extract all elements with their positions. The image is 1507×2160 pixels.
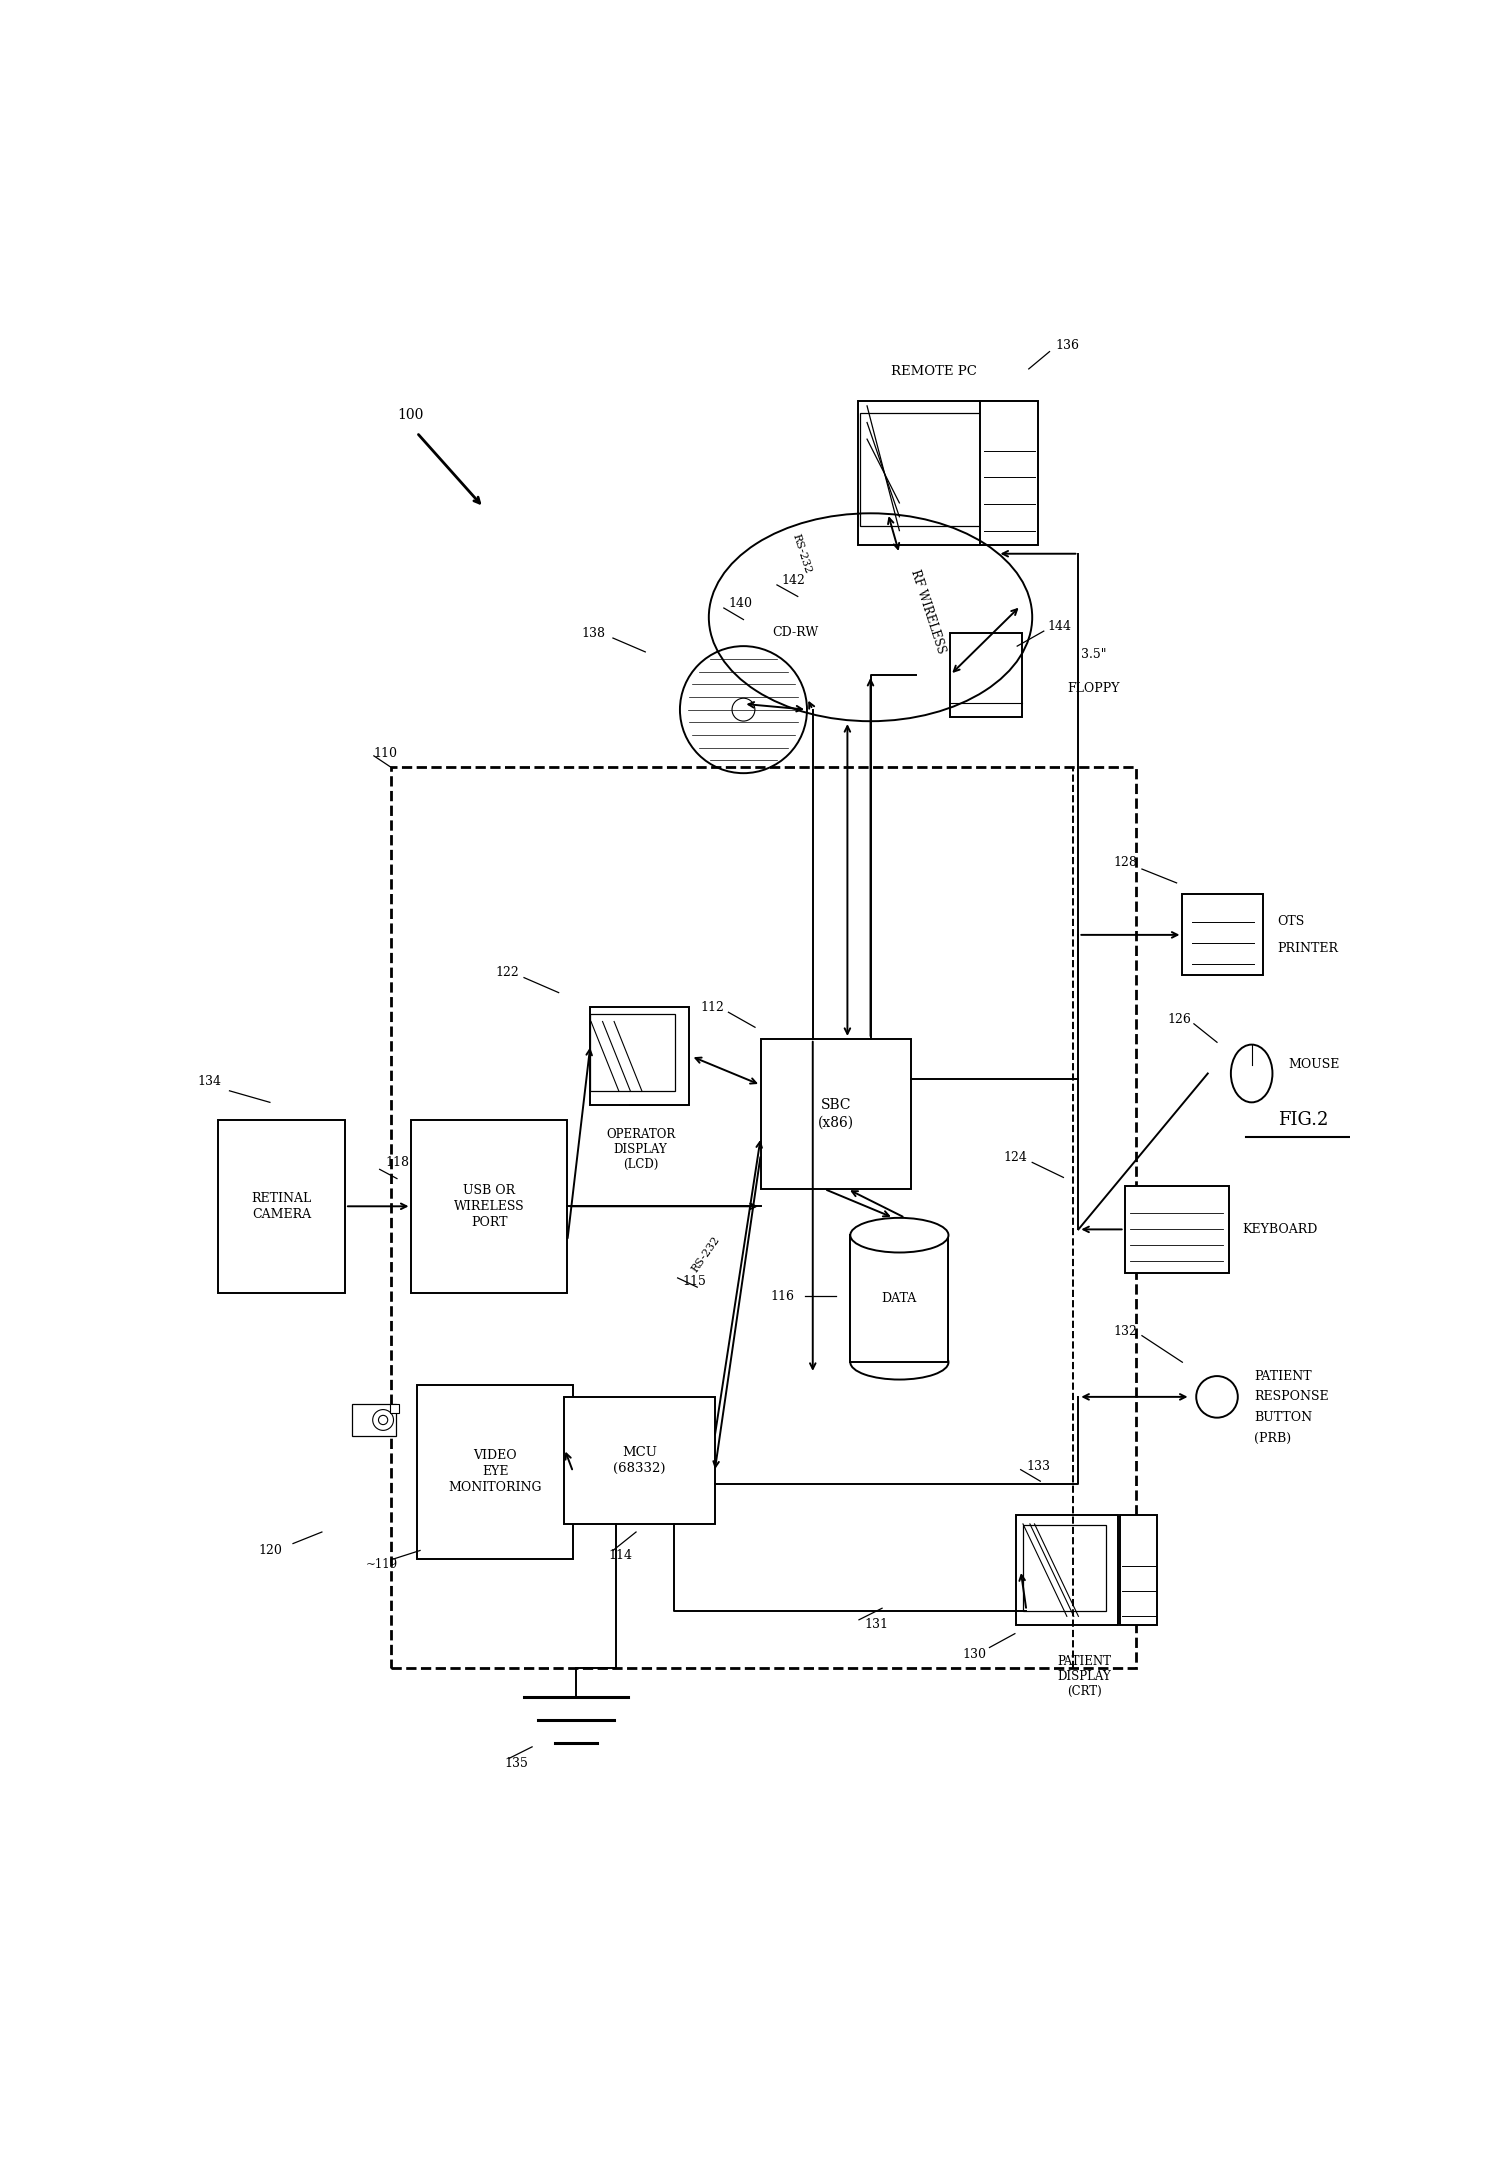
Text: RESPONSE: RESPONSE [1254, 1391, 1329, 1404]
Text: MCU
(68332): MCU (68332) [613, 1445, 666, 1475]
FancyBboxPatch shape [1124, 1186, 1228, 1272]
Text: 136: 136 [1055, 339, 1079, 352]
Ellipse shape [850, 1346, 948, 1380]
Text: 144: 144 [1047, 620, 1071, 633]
Text: USB OR
WIRELESS
PORT: USB OR WIRELESS PORT [454, 1184, 524, 1229]
Text: PRINTER: PRINTER [1276, 942, 1338, 955]
Text: BUTTON: BUTTON [1254, 1410, 1313, 1423]
Text: 112: 112 [701, 1000, 725, 1015]
FancyBboxPatch shape [980, 402, 1038, 544]
Text: VIDEO
EYE
MONITORING: VIDEO EYE MONITORING [449, 1449, 543, 1495]
FancyBboxPatch shape [761, 1039, 910, 1188]
Text: 133: 133 [1026, 1460, 1050, 1473]
Text: (PRB): (PRB) [1254, 1432, 1291, 1445]
Text: ~119: ~119 [366, 1557, 398, 1570]
Text: 142: 142 [782, 575, 805, 588]
FancyBboxPatch shape [219, 1119, 345, 1294]
Text: 135: 135 [505, 1756, 529, 1769]
Text: 140: 140 [728, 596, 752, 609]
Text: OPERATOR
DISPLAY
(LCD): OPERATOR DISPLAY (LCD) [606, 1128, 675, 1171]
Text: 126: 126 [1168, 1013, 1191, 1026]
FancyBboxPatch shape [850, 1236, 948, 1363]
FancyBboxPatch shape [417, 1385, 573, 1560]
FancyBboxPatch shape [951, 633, 1022, 717]
Text: 118: 118 [386, 1156, 410, 1169]
Text: FLOPPY: FLOPPY [1067, 683, 1120, 696]
Circle shape [372, 1410, 393, 1430]
Bar [392, 767, 1136, 1668]
Text: 132: 132 [1114, 1324, 1136, 1337]
Text: 110: 110 [374, 747, 398, 760]
Text: 128: 128 [1114, 855, 1136, 868]
FancyBboxPatch shape [390, 1404, 399, 1413]
Text: 122: 122 [496, 966, 518, 978]
Text: SBC
(x86): SBC (x86) [818, 1097, 854, 1130]
Text: RS-232: RS-232 [790, 534, 812, 575]
Text: 3.5": 3.5" [1081, 648, 1106, 661]
Text: 116: 116 [770, 1290, 794, 1302]
FancyBboxPatch shape [857, 402, 999, 544]
Text: REMOTE PC: REMOTE PC [891, 365, 977, 378]
FancyBboxPatch shape [859, 413, 981, 527]
FancyBboxPatch shape [1016, 1516, 1118, 1624]
Circle shape [378, 1415, 387, 1426]
Text: RS-232: RS-232 [689, 1236, 722, 1274]
Text: DATA: DATA [882, 1292, 918, 1305]
Text: OTS: OTS [1276, 914, 1305, 927]
Text: 138: 138 [582, 626, 606, 639]
Text: RETINAL
CAMERA: RETINAL CAMERA [252, 1192, 312, 1220]
Ellipse shape [850, 1218, 948, 1253]
Text: RF WIRELESS: RF WIRELESS [909, 568, 948, 654]
Text: CD-RW: CD-RW [772, 626, 818, 639]
Text: MOUSE: MOUSE [1288, 1058, 1340, 1071]
FancyBboxPatch shape [411, 1119, 567, 1294]
Ellipse shape [1231, 1045, 1272, 1102]
Text: 134: 134 [197, 1076, 222, 1089]
Text: 130: 130 [963, 1648, 987, 1661]
Text: PATIENT: PATIENT [1254, 1369, 1311, 1382]
FancyBboxPatch shape [591, 1007, 689, 1106]
Text: 100: 100 [396, 408, 423, 421]
Text: FIG.2: FIG.2 [1278, 1110, 1329, 1130]
Text: 131: 131 [865, 1618, 889, 1631]
Text: KEYBOARD: KEYBOARD [1242, 1223, 1317, 1236]
FancyBboxPatch shape [353, 1404, 396, 1436]
FancyBboxPatch shape [1023, 1525, 1106, 1611]
Text: PATIENT
DISPLAY
(CRT): PATIENT DISPLAY (CRT) [1058, 1655, 1111, 1698]
Text: 120: 120 [258, 1544, 282, 1557]
Text: 124: 124 [1004, 1151, 1028, 1164]
Text: 114: 114 [609, 1549, 633, 1562]
FancyBboxPatch shape [1183, 894, 1263, 976]
FancyBboxPatch shape [591, 1013, 675, 1091]
FancyBboxPatch shape [1120, 1516, 1157, 1624]
Text: 115: 115 [683, 1274, 707, 1287]
FancyBboxPatch shape [565, 1398, 714, 1525]
